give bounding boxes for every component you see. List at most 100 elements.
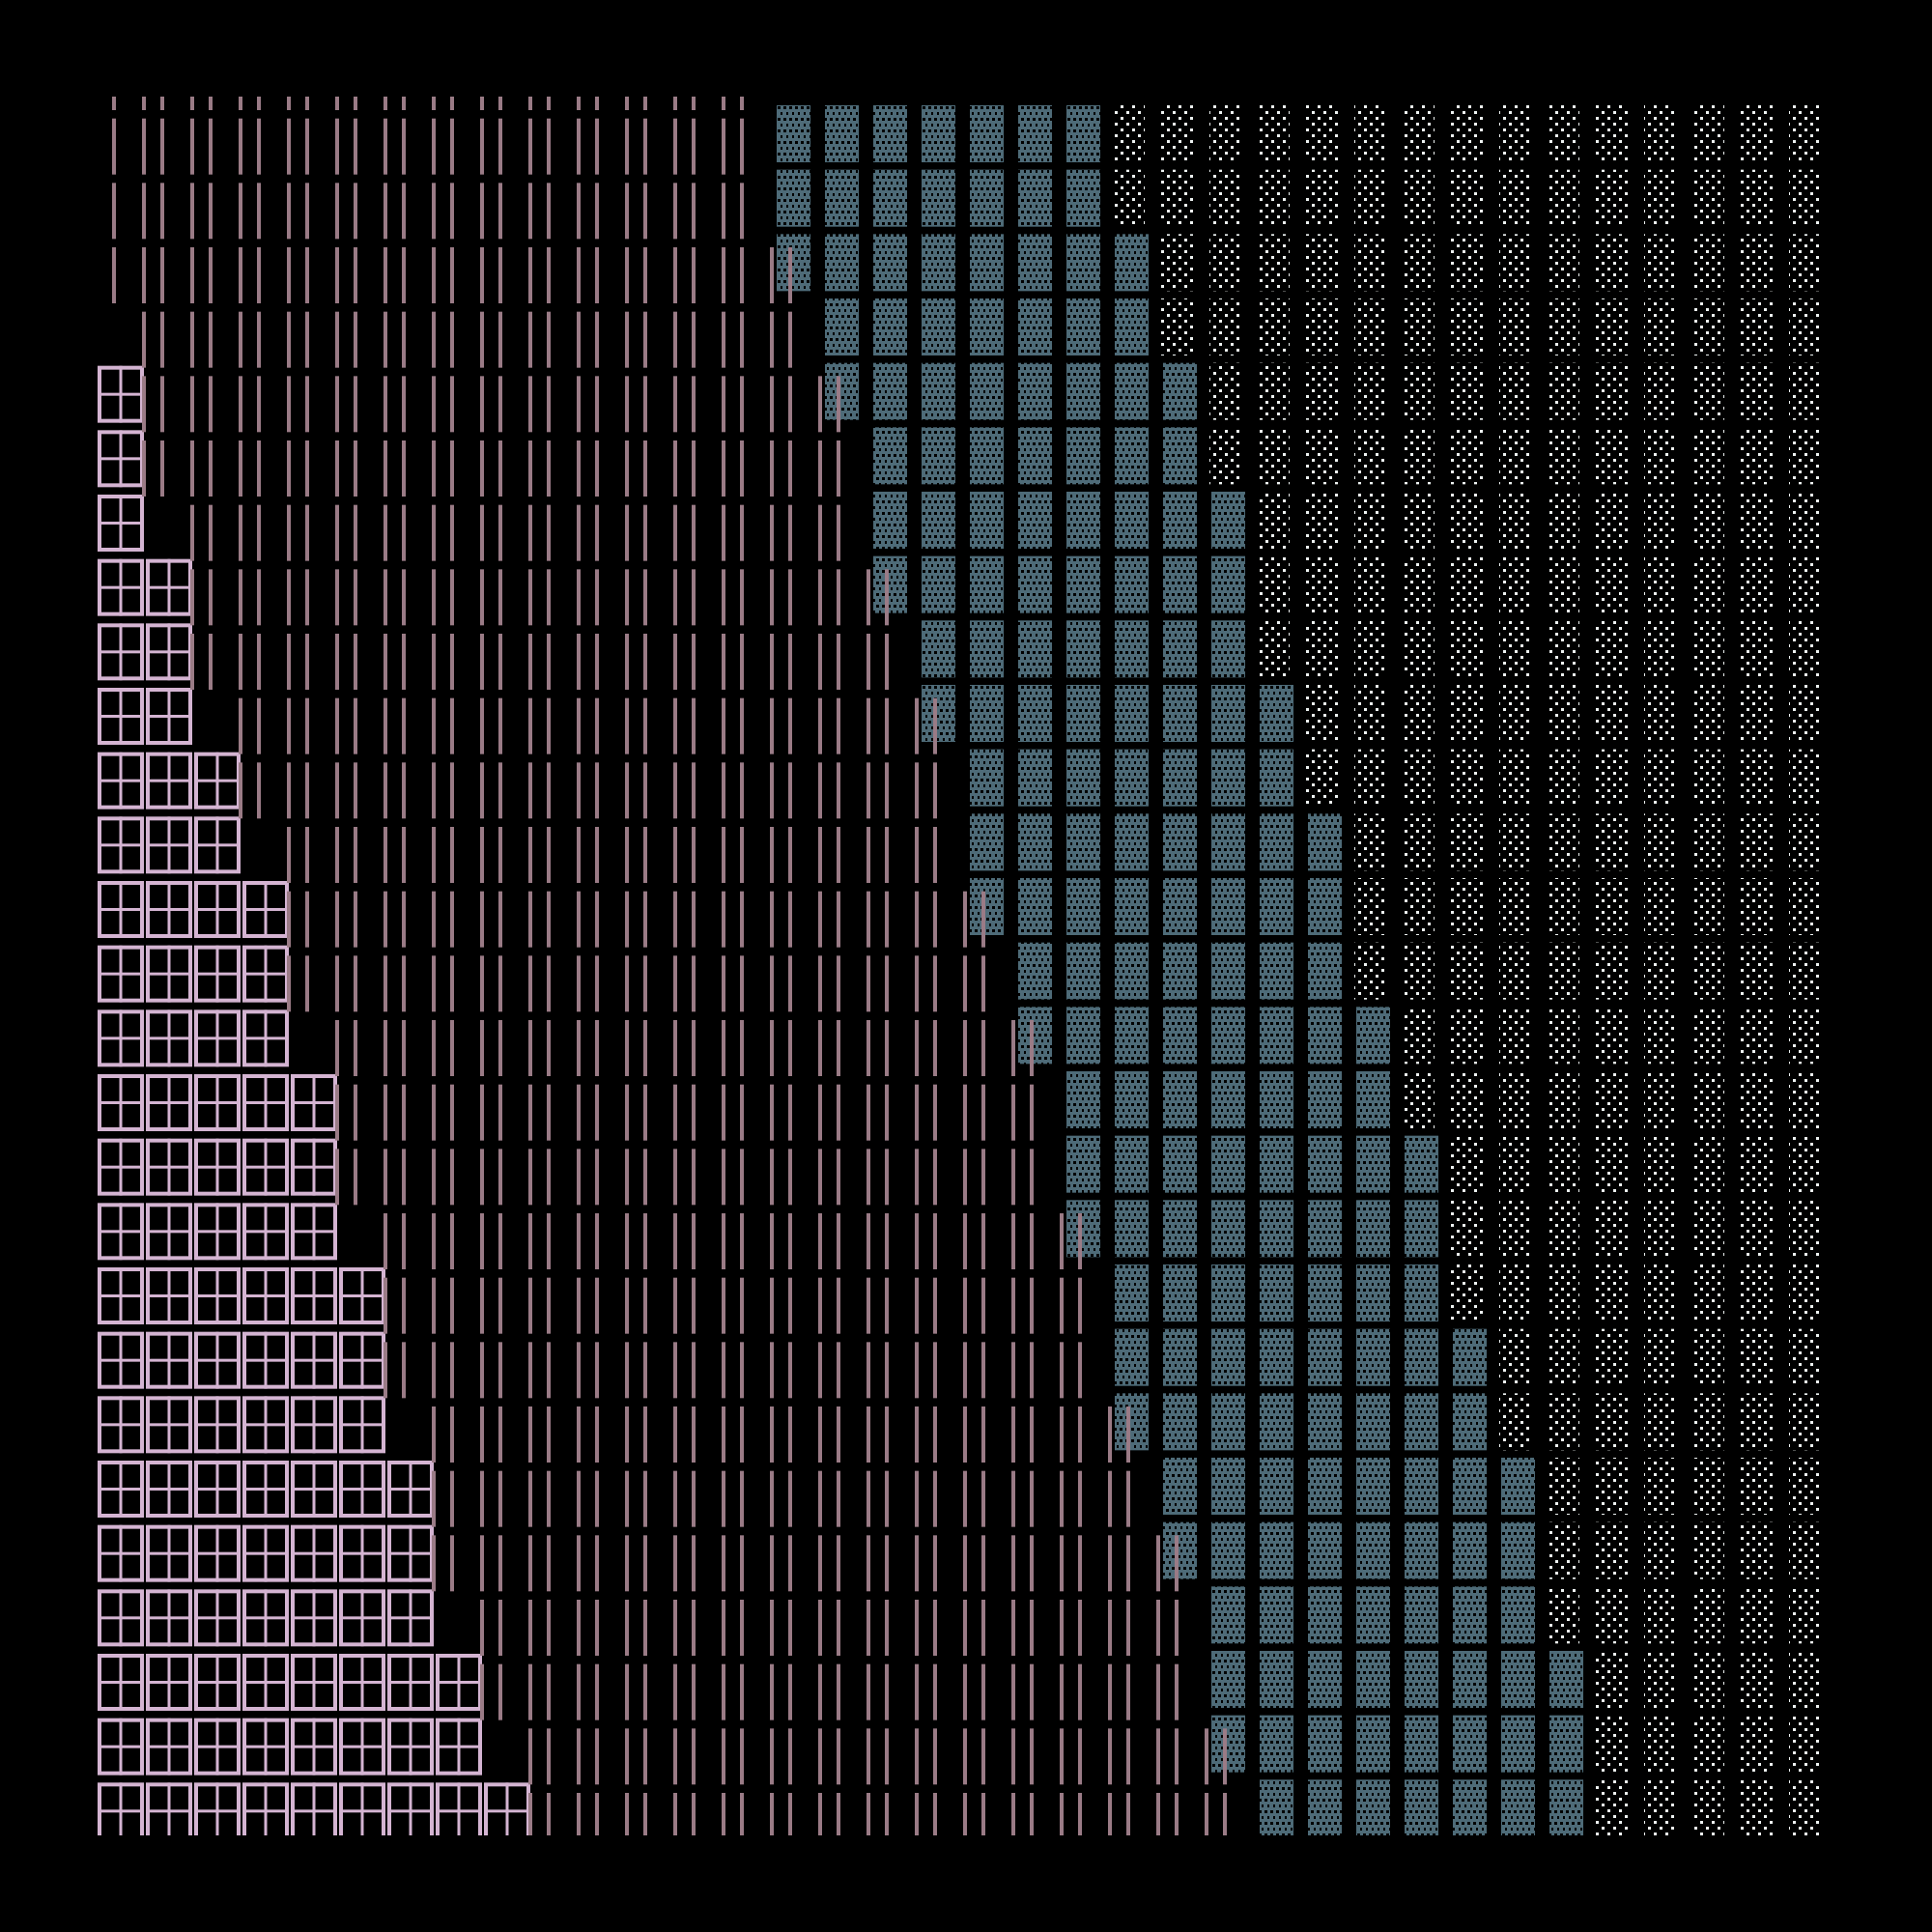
teal-dotted-block bbox=[1260, 685, 1293, 742]
vertical-line-segment bbox=[498, 183, 502, 240]
vertical-line-segment bbox=[528, 1793, 532, 1835]
vertical-line-segment bbox=[1108, 1663, 1112, 1720]
white-dot-block bbox=[1548, 620, 1579, 678]
vertical-line-segment bbox=[625, 1793, 629, 1835]
teal-dotted-block bbox=[1018, 105, 1052, 162]
white-dot-block bbox=[1644, 492, 1676, 549]
vertical-line-segment bbox=[915, 1084, 919, 1141]
vertical-line-segment bbox=[577, 1342, 581, 1399]
white-dot-block bbox=[1644, 555, 1676, 613]
teal-dotted-block bbox=[1018, 555, 1052, 613]
vertical-line-segment bbox=[354, 762, 357, 819]
vertical-line-segment bbox=[595, 1020, 599, 1076]
vertical-line-segment bbox=[770, 762, 774, 819]
white-dot-block bbox=[1548, 105, 1579, 162]
vertical-line-segment bbox=[673, 311, 677, 368]
vertical-line-segment bbox=[788, 1277, 792, 1334]
vertical-line-segment bbox=[1108, 1793, 1112, 1835]
white-dot-block bbox=[1258, 169, 1290, 227]
vertical-line-segment bbox=[528, 1728, 532, 1785]
white-dot-block bbox=[1548, 685, 1579, 742]
vertical-line-segment bbox=[450, 1213, 454, 1269]
teal-dotted-block bbox=[970, 234, 1004, 292]
vertical-line-segment bbox=[625, 183, 629, 240]
window-box-transom bbox=[387, 1551, 434, 1555]
vertical-line-segment bbox=[933, 1663, 937, 1720]
vertical-line-segment bbox=[354, 891, 357, 948]
teal-dotted-block bbox=[873, 105, 907, 162]
vertical-line-segment bbox=[625, 1406, 629, 1463]
vertical-line-segment bbox=[287, 697, 291, 754]
vertical-line-segment bbox=[673, 504, 677, 561]
vertical-line-segment bbox=[915, 1535, 919, 1592]
teal-dotted-block bbox=[1260, 749, 1293, 807]
white-dot-block bbox=[1499, 1007, 1531, 1065]
teal-dotted-block bbox=[1260, 1328, 1293, 1386]
vertical-line-segment bbox=[498, 955, 502, 1012]
vertical-line-segment bbox=[1078, 1793, 1082, 1835]
vertical-line-segment bbox=[305, 955, 309, 1012]
vertical-line-segment bbox=[915, 1406, 919, 1463]
white-dot-block bbox=[1354, 492, 1386, 549]
vertical-line-segment bbox=[1078, 1470, 1082, 1527]
white-dot-block bbox=[1161, 105, 1193, 162]
vertical-line-segment bbox=[1078, 1213, 1082, 1269]
vertical-line-segment bbox=[432, 376, 436, 433]
vertical-line-segment bbox=[480, 1342, 484, 1399]
vertical-line-segment bbox=[450, 97, 454, 110]
window-box-transom bbox=[194, 1230, 241, 1234]
teal-dotted-block bbox=[1115, 878, 1149, 935]
teal-dotted-block bbox=[922, 234, 955, 292]
vertical-line-segment bbox=[933, 1793, 937, 1835]
vertical-line-segment bbox=[722, 1020, 725, 1076]
vertical-line-segment bbox=[770, 504, 774, 561]
vertical-line-segment bbox=[692, 955, 696, 1012]
vertical-line-segment bbox=[625, 118, 629, 175]
vertical-line-segment bbox=[450, 1277, 454, 1334]
vertical-line-segment bbox=[963, 1600, 967, 1656]
vertical-line-segment bbox=[625, 1663, 629, 1720]
vertical-line-segment bbox=[915, 1020, 919, 1076]
vertical-line-segment bbox=[239, 504, 242, 561]
vertical-line-segment bbox=[885, 762, 889, 819]
window-box-transom bbox=[146, 1809, 192, 1813]
vertical-line-segment bbox=[915, 697, 919, 754]
vertical-line-segment bbox=[673, 891, 677, 948]
vertical-line-segment bbox=[1011, 1020, 1015, 1076]
vertical-line-segment bbox=[722, 97, 725, 110]
vertical-line-segment bbox=[1205, 1793, 1208, 1835]
vertical-line-segment bbox=[933, 1342, 937, 1399]
white-dot-block bbox=[1789, 1521, 1821, 1579]
white-dot-block bbox=[1596, 234, 1628, 292]
vertical-line-segment bbox=[1011, 1663, 1015, 1720]
vertical-line-segment bbox=[450, 1020, 454, 1076]
teal-dotted-block bbox=[1260, 813, 1293, 871]
vertical-line-segment bbox=[450, 247, 454, 303]
white-dot-block bbox=[1692, 1007, 1724, 1065]
white-dot-block bbox=[1451, 878, 1483, 935]
vertical-line-segment bbox=[692, 440, 696, 497]
white-dot-block bbox=[1644, 1779, 1676, 1835]
window-box-transom bbox=[339, 1294, 385, 1297]
teal-dotted-block bbox=[1356, 1715, 1390, 1773]
vertical-line-segment bbox=[239, 247, 242, 303]
vertical-line-segment bbox=[547, 118, 551, 175]
vertical-line-segment bbox=[190, 634, 194, 690]
window-box-transom bbox=[98, 392, 144, 396]
vertical-line-segment bbox=[498, 118, 502, 175]
vertical-line-segment bbox=[885, 634, 889, 690]
vertical-line-segment bbox=[933, 827, 937, 883]
vertical-line-segment bbox=[867, 1149, 870, 1206]
vertical-line-segment bbox=[432, 955, 436, 1012]
vertical-line-segment bbox=[770, 697, 774, 754]
teal-dotted-block bbox=[873, 234, 907, 292]
vertical-line-segment bbox=[402, 504, 406, 561]
vertical-line-segment bbox=[673, 376, 677, 433]
white-dot-block bbox=[1596, 362, 1628, 420]
vertical-line-segment bbox=[595, 440, 599, 497]
window-box-transom bbox=[436, 1745, 482, 1748]
teal-dotted-block bbox=[1018, 427, 1052, 485]
teal-dotted-block bbox=[970, 105, 1004, 162]
vertical-line-segment bbox=[818, 1342, 822, 1399]
window-box-transom bbox=[291, 1745, 337, 1748]
